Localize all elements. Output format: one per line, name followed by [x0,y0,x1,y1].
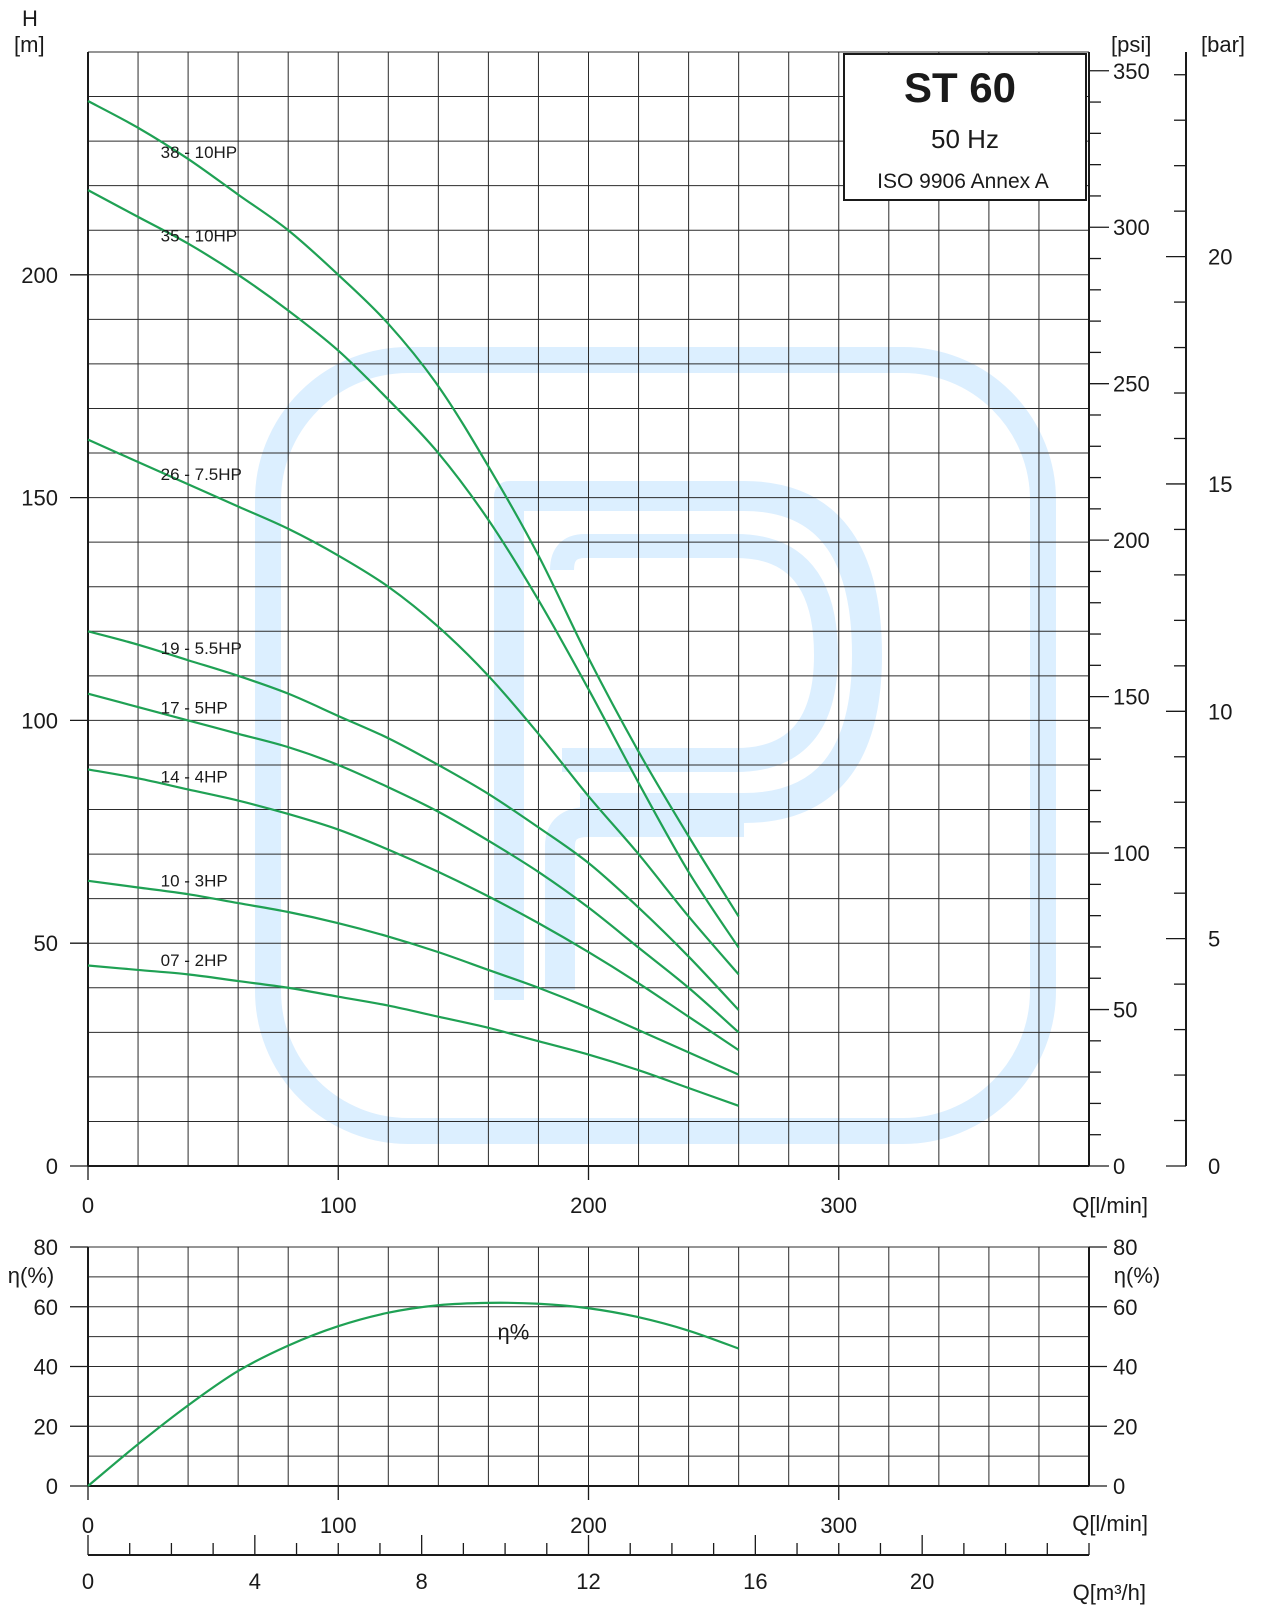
watermark-logo [255,347,1056,1144]
bar-tick-label: 15 [1208,472,1232,497]
eff-y-tick-label-right: 80 [1113,1235,1137,1260]
bar-tick-label: 10 [1208,699,1232,724]
eff-y-tick-label-right: 60 [1113,1295,1137,1320]
curve-26-7-5hp [87,438,740,976]
psi-tick-label: 200 [1113,528,1150,553]
bar-tick-label: 5 [1208,927,1220,952]
legend-box [843,53,1087,201]
bar-tick-label: 0 [1208,1154,1220,1179]
efficiency-chart-grid [87,1246,1090,1487]
eff-y-tick-label-left: 0 [46,1474,58,1499]
watermark-p-bowl [550,534,839,772]
legend-standard: ISO 9906 Annex A [877,170,1049,193]
eff-x-tick-label: 200 [570,1513,607,1538]
curve-07-2hp [87,964,740,1107]
eff-y-tick-label-left: 20 [34,1414,58,1439]
curve-label: 19 - 5.5HP [161,639,242,658]
curve-labels: 38 - 10HP 35 - 10HP 26 - 7.5HP 19 - 5.5HP 17… [161,143,530,1345]
q-m3h-axis-label: Q[m³/h] [1073,1580,1146,1605]
psi-tick-label: 350 [1113,59,1150,84]
eff-x-tick-label: 100 [320,1513,357,1538]
head-chart-grid [87,51,1090,1167]
head-x-tick-label: 100 [320,1193,357,1218]
watermark-p-outer [494,481,882,1000]
eff-y-tick-label-right: 0 [1113,1474,1125,1499]
m3h-tick-label: 20 [910,1569,934,1594]
psi-tick-label: 250 [1113,372,1150,397]
eff-x-tick-label: 0 [82,1513,94,1538]
head-y-tick-label: 50 [34,931,58,956]
legend-frequency: 50 Hz [931,124,999,154]
watermark-outer-ring [255,347,1056,1144]
curve-label: 26 - 7.5HP [161,465,242,484]
m3h-tick-label: 16 [743,1569,767,1594]
eff-y-tick-label-left: 60 [34,1295,58,1320]
m3h-tick-label: 4 [249,1569,261,1594]
psi-axis-unit: [psi] [1111,32,1151,57]
eff-y-tick-label-right: 20 [1113,1414,1137,1439]
bar-axis-unit: [bar] [1201,32,1245,57]
curve-35-10hp [87,189,740,949]
psi-tick-label: 50 [1113,998,1137,1023]
curve-label: 35 - 10HP [161,226,238,245]
pump-curves [87,100,740,1487]
h-axis-unit: [m] [14,32,45,57]
eff-y-tick-label-left: 40 [34,1355,58,1380]
m3h-tick-label: 0 [82,1569,94,1594]
curve-label: 07 - 2HP [161,951,228,970]
q-lmin-axis-label-bottom: Q[l/min] [1072,1511,1148,1536]
head-y-tick-label: 0 [46,1154,58,1179]
curve-label: 14 - 4HP [161,767,228,786]
curve-label: 38 - 10HP [161,143,238,162]
curve-38-10hp [87,100,740,918]
psi-tick-label: 100 [1113,841,1150,866]
curve-17-5hp [87,692,740,1034]
q-lmin-axis-label-top: Q[l/min] [1072,1193,1148,1218]
legend-title: ST 60 [904,64,1016,111]
eff-y-tick-label-right: 40 [1113,1355,1137,1380]
curve-14-4hp [87,768,740,1052]
head-y-tick-label: 200 [21,263,58,288]
m3h-tick-label: 8 [416,1569,428,1594]
watermark-p-inner [545,807,744,990]
eta-axis-unit-right: η(%) [1114,1263,1160,1288]
eff-x-tick-label: 300 [820,1513,857,1538]
psi-tick-label: 150 [1113,685,1150,710]
h-axis-symbol: H [22,6,38,31]
head-y-tick-label: 100 [21,708,58,733]
head-x-tick-label: 300 [820,1193,857,1218]
head-y-tick-label: 150 [21,486,58,511]
eff-y-tick-label-left: 80 [34,1235,58,1260]
curve-efficiency [87,1301,740,1487]
psi-tick-label: 0 [1113,1154,1125,1179]
eta-axis-unit-left: η(%) [8,1263,54,1288]
head-x-tick-label: 0 [82,1193,94,1218]
psi-tick-label: 300 [1113,215,1150,240]
bar-tick-label: 20 [1208,245,1232,270]
curve-10-3hp [87,879,740,1076]
m3h-tick-label: 12 [576,1569,600,1594]
curve-label: 17 - 5HP [161,699,228,718]
curve-19-5-5hp [87,630,740,1011]
head-x-tick-label: 200 [570,1193,607,1218]
efficiency-curve-label: η% [498,1320,530,1345]
curve-label: 10 - 3HP [161,871,228,890]
